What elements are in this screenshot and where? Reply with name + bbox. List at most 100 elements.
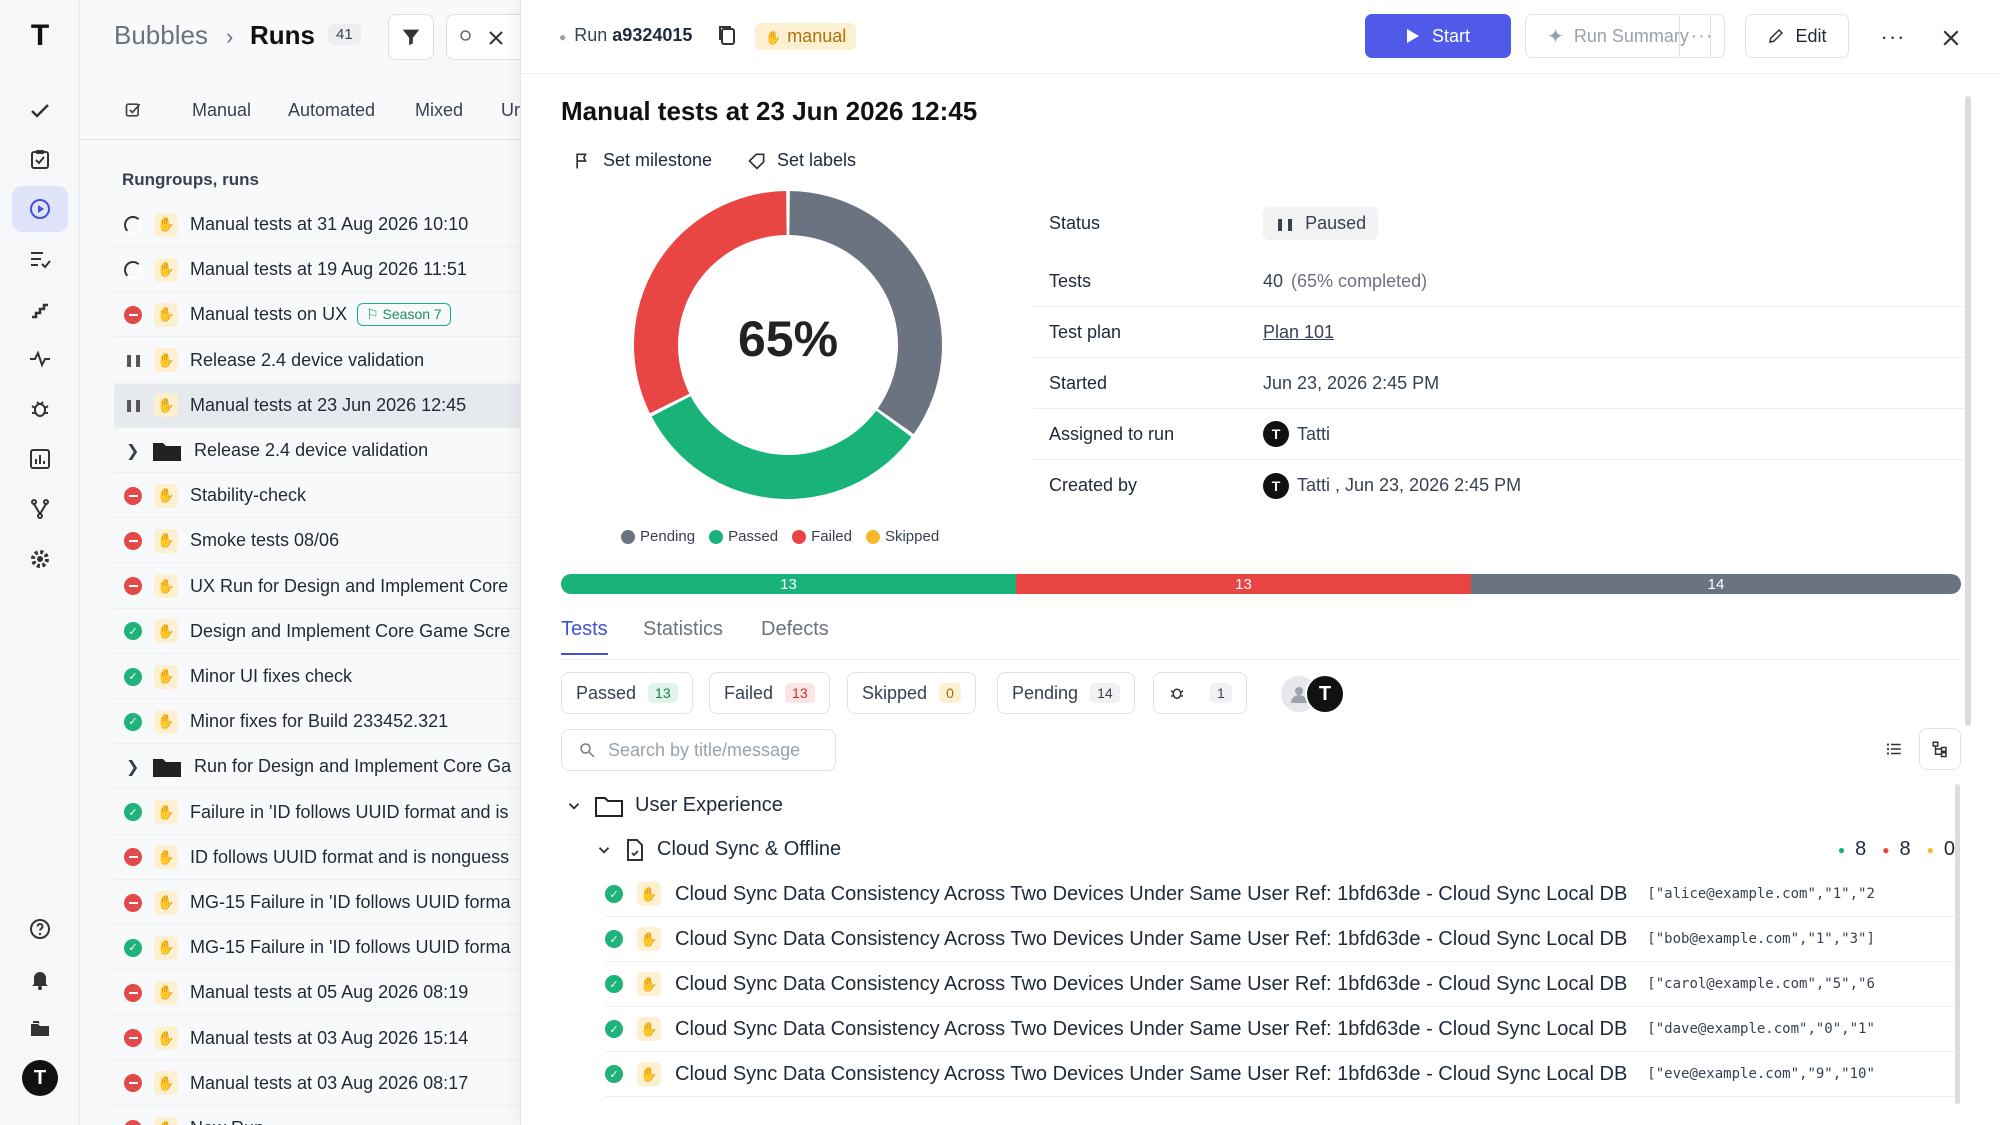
run-row[interactable]: ✋ New Run	[114, 1107, 520, 1125]
start-button[interactable]: Start	[1365, 14, 1511, 58]
tab-defects[interactable]: Defects	[761, 618, 829, 640]
app-logo[interactable]: T	[30, 19, 50, 52]
filter-skipped[interactable]: Skipped 0	[847, 672, 976, 714]
bug-icon	[1170, 688, 1184, 699]
detail-started: Started Jun 23, 2026 2:45 PM	[1033, 358, 1968, 409]
close-search-button[interactable]	[476, 18, 516, 58]
chart-icon[interactable]	[12, 436, 68, 482]
run-group-row[interactable]: ❯ Release 2.4 device validation	[114, 429, 520, 473]
gear-icon[interactable]	[12, 536, 68, 582]
bug-icon[interactable]	[12, 386, 68, 432]
folder-icon	[153, 442, 181, 461]
filter-button[interactable]	[388, 14, 434, 60]
edit-button-label: Edit	[1795, 25, 1827, 46]
legend-item-pending[interactable]: Pending	[621, 528, 695, 545]
run-row[interactable]: ✓ ✋ MG-15 Failure in 'ID follows UUID form…	[114, 926, 520, 971]
suite-row[interactable]: User Experience	[565, 794, 783, 817]
donut-slice-passed	[651, 396, 912, 499]
legend-item-passed[interactable]: Passed	[709, 528, 778, 545]
projects-icon[interactable]	[12, 1006, 68, 1052]
tab-mixed[interactable]: Mixed	[415, 100, 464, 120]
run-row[interactable]: ❚❚ ✋ Release 2.4 device validation	[114, 339, 520, 383]
assignee-avatar: T	[1263, 421, 1289, 447]
run-row[interactable]: ✓ ✋ Failure in 'ID follows UUID format and…	[114, 791, 520, 835]
legend-label: Failed	[811, 528, 852, 545]
run-row[interactable]: ✋ MG-15 Failure in 'ID follows UUID forma	[114, 881, 520, 925]
passed-status-icon: ✓	[124, 803, 142, 822]
run-row[interactable]: ✋ Stability-check	[114, 474, 520, 519]
stairs-icon[interactable]	[12, 286, 68, 332]
test-row[interactable]: ✓ ✋ Cloud Sync Data Consistency Across Two…	[605, 1052, 1955, 1097]
runs-list-panel: Bubbles › Runs 41 Manual Automated Mixed…	[80, 0, 520, 1125]
test-title: Cloud Sync Data Consistency Across Two D…	[675, 927, 1628, 950]
tab-automated[interactable]: Automated	[288, 100, 376, 120]
run-row[interactable]: ✋ UX Run for Design and Implement Core	[114, 565, 520, 609]
bulk-select-icon[interactable]	[124, 100, 144, 120]
legend-item-failed[interactable]: Failed	[792, 528, 852, 545]
run-summary-button[interactable]: ✦ Run Summary	[1525, 14, 1711, 58]
test-row[interactable]: ✓ ✋ Cloud Sync Data Consistency Across Two…	[605, 1007, 1955, 1052]
bell-icon[interactable]	[12, 956, 68, 1002]
creator-avatar: T	[1263, 472, 1289, 499]
run-row[interactable]: ✋ Manual tests at 19 Aug 2026 11:51	[114, 248, 520, 293]
test-plan-link[interactable]: Plan 101	[1263, 321, 1335, 342]
run-row[interactable]: ✓ ✋ Minor fixes for Build 233452.321	[114, 700, 520, 745]
run-row[interactable]: ✓ ✋ Design and Implement Core Game Scre	[114, 610, 520, 654]
test-row[interactable]: ✓ ✋ Cloud Sync Data Consistency Across Two…	[605, 962, 1955, 1007]
tab-statistics[interactable]: Statistics	[643, 618, 724, 640]
detail-scrollbar[interactable]	[1965, 96, 1971, 726]
failed-count: 13	[785, 683, 815, 703]
more-options-icon[interactable]: ···	[1880, 24, 1906, 49]
filter-failed[interactable]: Failed 13	[709, 672, 830, 714]
search-input[interactable]: Search by title/message	[561, 729, 836, 771]
copy-icon[interactable]	[717, 24, 737, 46]
failed-status-icon	[124, 1119, 142, 1125]
set-labels-link[interactable]: Set labels	[747, 150, 856, 171]
filter-passed[interactable]: Passed 13	[561, 672, 693, 714]
branch-icon[interactable]	[12, 486, 68, 532]
list-check-icon[interactable]	[12, 236, 68, 282]
breadcrumb-project[interactable]: Bubbles	[114, 20, 208, 50]
run-row[interactable]: ✋ Manual tests on UX ⚐ Season 7	[114, 293, 520, 338]
tab-unfinished[interactable]: Ur	[501, 100, 520, 120]
subsuite-row[interactable]: Cloud Sync & Offline ● 8 ● 8 ● 0	[595, 838, 1955, 861]
help-icon[interactable]	[12, 906, 68, 952]
list-view-button[interactable]	[1873, 728, 1915, 770]
tab-manual[interactable]: Manual	[192, 100, 252, 120]
tab-tests[interactable]: Tests	[561, 618, 608, 655]
tree-view-button[interactable]	[1919, 728, 1961, 770]
check-icon[interactable]	[12, 88, 68, 134]
pulse-icon[interactable]	[12, 336, 68, 382]
test-row[interactable]: ✓ ✋ Cloud Sync Data Consistency Across Two…	[605, 917, 1955, 962]
play-circle-icon[interactable]	[12, 186, 68, 232]
run-row[interactable]: ❚❚ ✋ Manual tests at 23 Jun 2026 12:45	[114, 383, 520, 428]
run-row[interactable]: ✋ Smoke tests 08/06	[114, 519, 520, 564]
tests-scrollbar[interactable]	[1955, 784, 1960, 1104]
run-row[interactable]: ✋ Manual tests at 03 Aug 2026 08:17	[114, 1062, 520, 1106]
set-milestone-link[interactable]: Set milestone	[573, 150, 712, 171]
set-labels-label: Set labels	[777, 150, 857, 170]
user-avatar[interactable]: T	[22, 1060, 58, 1096]
search-icon	[459, 30, 471, 41]
run-type-tabs: Manual Automated Mixed Ur	[80, 84, 520, 140]
test-row[interactable]: ✓ ✋ Cloud Sync Data Consistency Across Two…	[605, 872, 1955, 917]
manual-hand-icon: ✋	[154, 212, 178, 237]
legend-item-skipped[interactable]: Skipped	[865, 528, 939, 545]
run-row[interactable]: ✋ Manual tests at 05 Aug 2026 08:19	[114, 971, 520, 1016]
summary-more-button[interactable]: ···	[1679, 14, 1725, 58]
run-row[interactable]: ✓ ✋ Minor UI fixes check	[114, 655, 520, 699]
run-row[interactable]: ✋ Manual tests at 03 Aug 2026 15:14	[114, 1017, 520, 1061]
filter-bugs[interactable]: 1	[1153, 672, 1247, 714]
tatti-filter-avatar[interactable]: T	[1305, 674, 1345, 714]
run-group-row[interactable]: ❯ Run for Design and Implement Core Ga	[114, 745, 520, 790]
close-panel-button[interactable]	[1931, 18, 1971, 58]
edit-button[interactable]: Edit	[1745, 14, 1849, 58]
run-row[interactable]: ✋ ID follows UUID format and is nonguess	[114, 836, 520, 880]
subsuite-failed: 8	[1899, 838, 1911, 860]
filter-pending[interactable]: Pending 14	[997, 672, 1135, 714]
run-title: Manual tests at 03 Aug 2026 15:14	[190, 1027, 469, 1048]
clipboard-check-icon[interactable]	[12, 136, 68, 182]
passed-dot: ●	[1837, 842, 1846, 857]
run-row[interactable]: ✋ Manual tests at 31 Aug 2026 10:10	[114, 203, 520, 247]
run-title: Release 2.4 device validation	[194, 440, 429, 460]
